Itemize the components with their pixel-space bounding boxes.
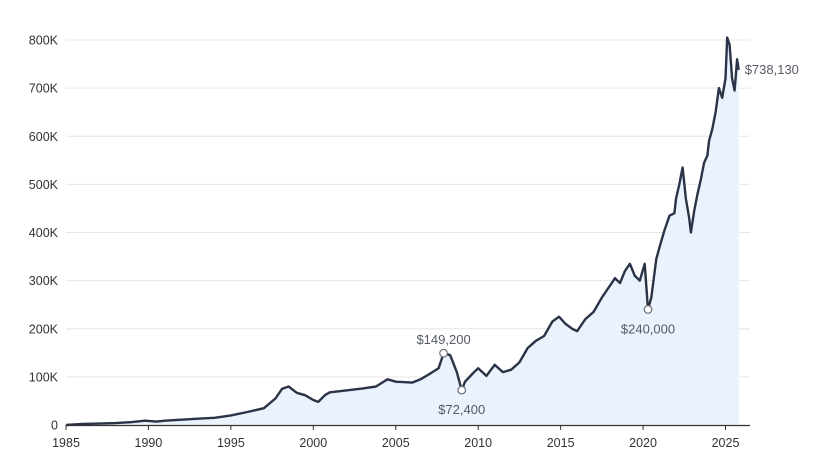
- x-tick-label: 1990: [135, 436, 163, 450]
- x-tick-label: 1995: [217, 436, 245, 450]
- x-tick-label: 1985: [52, 436, 80, 450]
- annotation-label: $72,400: [438, 402, 485, 417]
- x-tick-label: 2010: [464, 436, 492, 450]
- end-value-label: $738,130: [745, 62, 799, 77]
- y-tick-label: 800K: [29, 34, 59, 48]
- area-fill: [66, 37, 739, 425]
- gridlines: [66, 39, 750, 378]
- annotation-label: $149,200: [416, 332, 470, 347]
- annotation-label: $240,000: [621, 322, 675, 337]
- annotations: $149,200 $72,400 $240,000: [416, 305, 675, 417]
- y-tick-label: 200K: [29, 322, 59, 336]
- x-tick-label: 2015: [547, 436, 575, 450]
- x-axis: 1985 1990 1995 2000 2005 2010 2015 2020 2025: [52, 425, 739, 450]
- series-line: [65, 36, 740, 427]
- x-tick-label: 2020: [629, 436, 657, 450]
- annotation-marker: [643, 305, 653, 314]
- x-tick-label: 2025: [712, 436, 740, 450]
- annotation-marker: [439, 348, 448, 358]
- y-tick-label: 100K: [29, 370, 59, 384]
- y-tick-label: 700K: [29, 82, 59, 96]
- annotation-marker: [457, 385, 467, 395]
- x-tick-label: 2000: [299, 436, 327, 450]
- x-tick-label: 2005: [382, 436, 410, 450]
- y-tick-label: 400K: [29, 226, 59, 240]
- y-tick-label: 0: [51, 419, 58, 433]
- y-tick-label: 600K: [29, 130, 59, 144]
- y-axis: 0 100K 200K 300K 400K 500K 600K 700K 800K: [29, 34, 59, 433]
- y-tick-label: 300K: [29, 274, 59, 288]
- y-tick-label: 500K: [29, 178, 59, 192]
